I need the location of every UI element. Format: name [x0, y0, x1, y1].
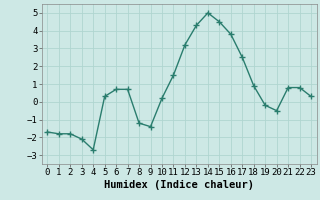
- X-axis label: Humidex (Indice chaleur): Humidex (Indice chaleur): [104, 180, 254, 190]
